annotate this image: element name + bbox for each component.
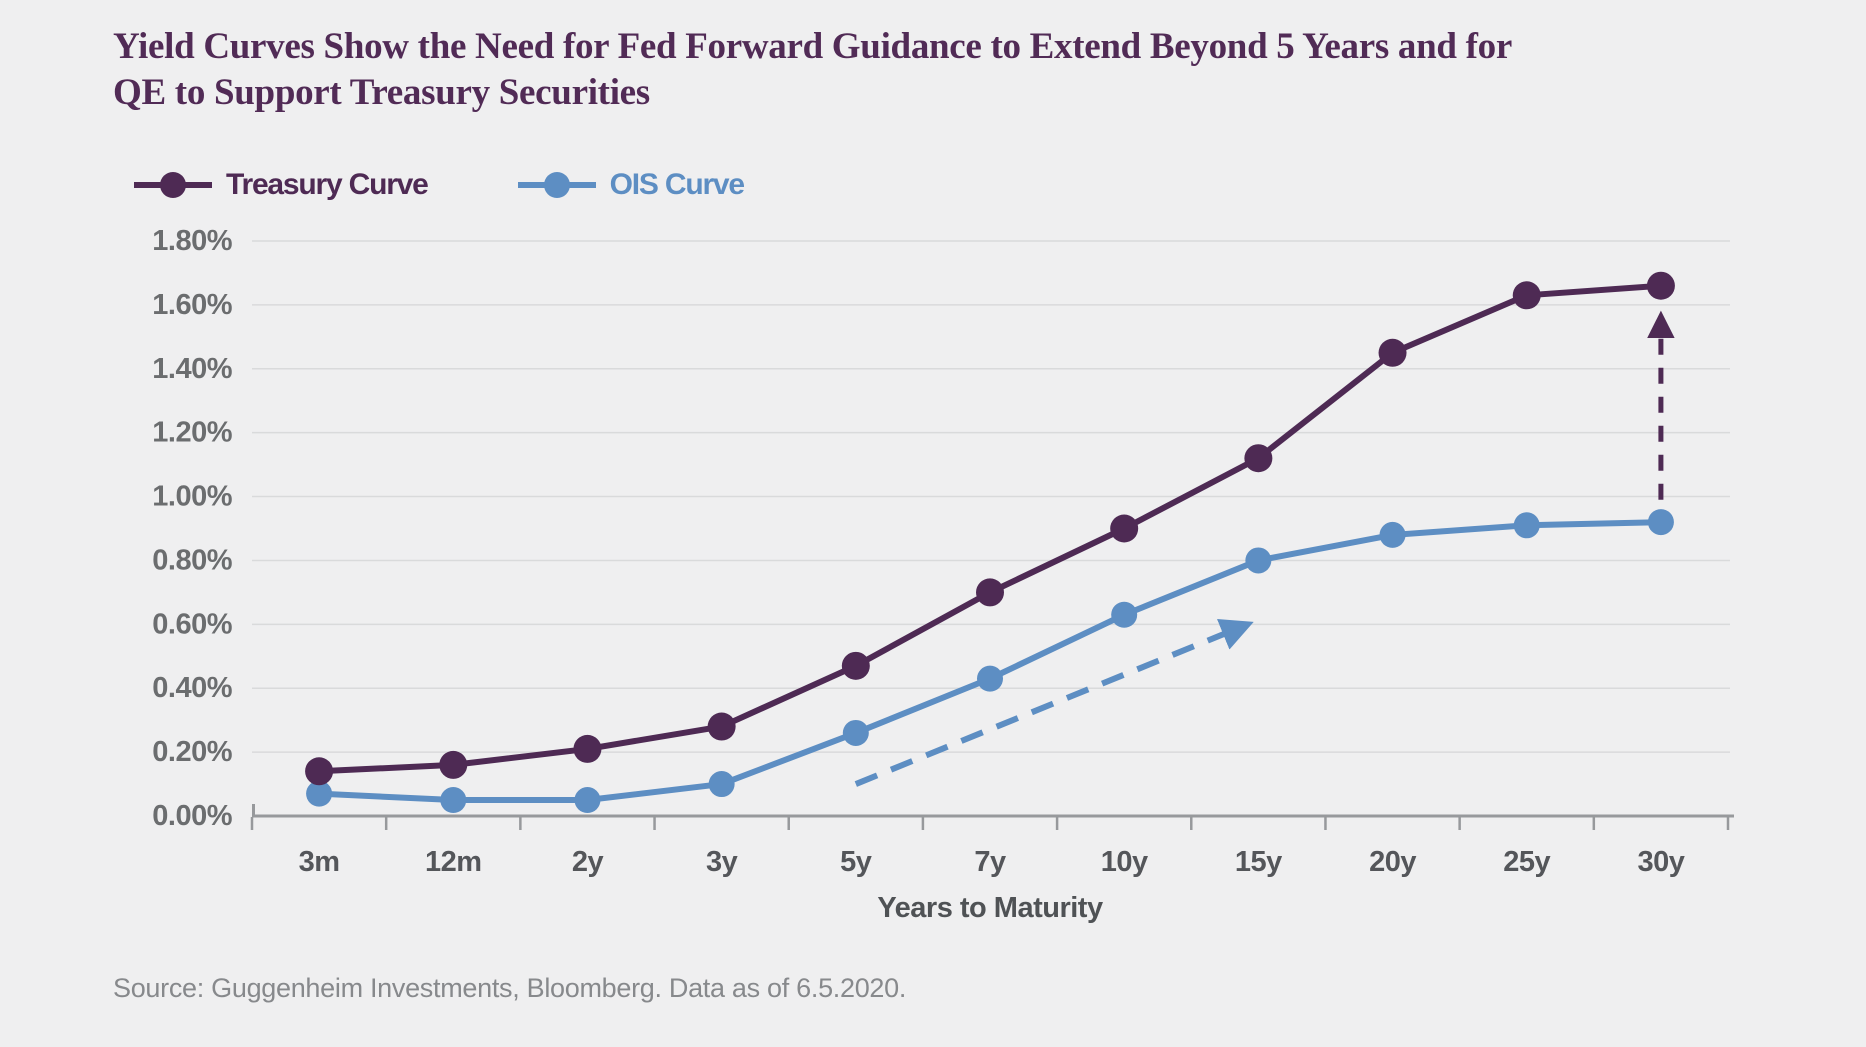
y-tick-label: 0.40% <box>152 672 232 704</box>
treasury-curve-point-3y <box>707 712 736 741</box>
ois-curve-point-10y <box>1111 601 1138 628</box>
ois-curve-point-15y <box>1245 547 1272 574</box>
treasury-curve-point-12m <box>439 750 468 779</box>
chart-title-line-1: Yield Curves Show the Need for Fed Forwa… <box>113 26 1512 67</box>
ois-curve-point-30y <box>1647 509 1674 536</box>
y-tick-label: 1.00% <box>152 481 232 513</box>
treasury-curve-point-30y <box>1646 271 1675 300</box>
y-tick-label: 1.40% <box>152 353 232 385</box>
x-tick-label: 30y <box>1637 846 1684 878</box>
ois-curve-point-5y <box>842 719 869 746</box>
x-tick-label: 15y <box>1235 846 1282 878</box>
ois-steepening-dashed-arrow <box>854 619 1254 787</box>
ois-curve-point-3y <box>708 771 735 798</box>
legend-label-treasury-curve: Treasury Curve <box>226 168 429 201</box>
x-tick-label: 20y <box>1369 846 1416 878</box>
y-tick-label: 0.00% <box>152 800 232 832</box>
y-tick-label: 0.20% <box>152 736 232 768</box>
treasury-curve-point-25y <box>1512 281 1541 310</box>
treasury-curve-point-5y <box>841 651 870 680</box>
treasury-curve-point-20y <box>1378 338 1407 367</box>
ois-curve-point-20y <box>1379 521 1406 548</box>
treasury-curve-point-10y <box>1110 514 1139 543</box>
x-tick-label: 3y <box>706 846 738 878</box>
treasury-curve-point-3m <box>305 757 334 786</box>
y-tick-label: 1.60% <box>152 289 232 321</box>
x-tick-label: 3m <box>299 846 340 878</box>
legend-label-ois-curve: OIS Curve <box>609 168 745 201</box>
chart-title-line-2: QE to Support Treasury Securities <box>113 72 650 113</box>
y-tick-label: 1.20% <box>152 417 232 449</box>
legend-item-ois-curve: OIS Curve <box>517 168 745 202</box>
ois-line-marker-icon <box>517 170 596 200</box>
y-tick-label: 0.60% <box>152 608 232 640</box>
treasury-curve-point-7y <box>976 578 1004 607</box>
treasury-line-marker-icon <box>134 170 212 200</box>
chart-legend: Treasury Curve OIS Curve <box>134 168 745 202</box>
ois-curve-point-3m <box>306 780 333 807</box>
source-note: Source: Guggenheim Investments, Bloomber… <box>113 973 907 1003</box>
x-tick-label: 5y <box>840 846 872 878</box>
treasury-curve-point-15y <box>1244 444 1273 473</box>
legend-item-treasury-curve: Treasury Curve <box>134 168 429 202</box>
chart-title: Yield Curves Show the Need for Fed Forwa… <box>113 24 1813 116</box>
y-tick-label: 0.80% <box>152 544 232 576</box>
x-tick-label: 12m <box>425 846 482 878</box>
ois-curve-point-2y <box>574 787 601 814</box>
y-tick-label: 1.80% <box>152 225 232 257</box>
ois-curve-point-25y <box>1513 512 1540 539</box>
ois-curve-point-12m <box>440 787 467 814</box>
x-tick-label: 7y <box>974 846 1006 878</box>
x-axis-label: Years to Maturity <box>877 892 1103 924</box>
treasury-curve-point-2y <box>573 734 602 763</box>
x-tick-label: 10y <box>1101 846 1148 878</box>
x-tick-label: 25y <box>1503 846 1550 878</box>
ois-curve-point-7y <box>977 665 1003 692</box>
x-tick-label: 2y <box>572 846 604 878</box>
